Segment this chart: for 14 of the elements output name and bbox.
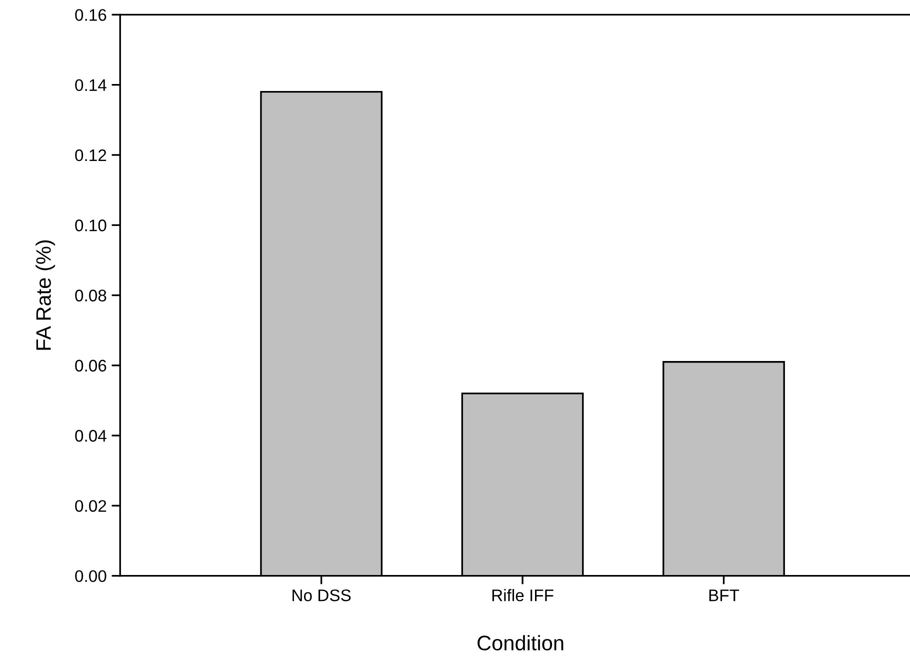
y-axis-title: FA Rate (%) [36, 240, 56, 350]
x-tick-label: BFT [709, 590, 740, 602]
y-tick-label: 0.04 [75, 430, 106, 442]
y-tick-label: 0.00 [75, 570, 106, 582]
y-tick-label: 0.12 [75, 149, 106, 162]
y-tick-label: 0.14 [75, 79, 106, 92]
y-tick-label: 0.02 [75, 500, 106, 512]
y-tick-label: 0.10 [75, 220, 106, 232]
x-axis-title: Condition [478, 635, 564, 650]
x-tick-label: Rifle IFF [492, 589, 554, 602]
y-tick-label: 0.08 [75, 290, 106, 302]
y-tick-label: 0.16 [75, 9, 106, 21]
x-tick-label: No DSS [292, 589, 351, 602]
y-tick-label: 0.06 [75, 360, 106, 372]
